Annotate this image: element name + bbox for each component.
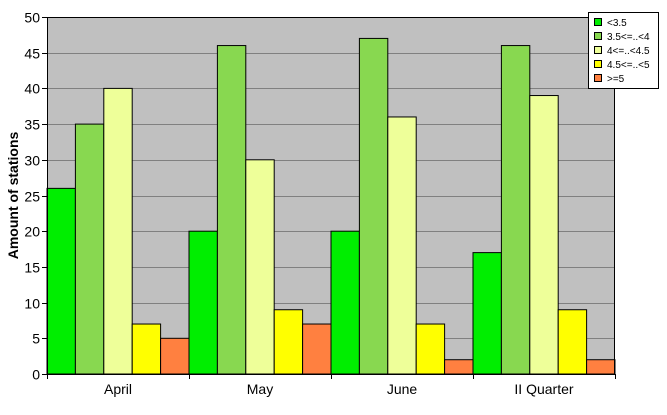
y-tick-label: 0 xyxy=(32,367,40,383)
bar xyxy=(273,309,304,375)
legend-label: 4<=..<4.5 xyxy=(607,46,650,57)
legend-label: <3.5 xyxy=(607,18,627,29)
x-tick-label: May xyxy=(247,381,273,397)
bar xyxy=(586,359,616,375)
y-tick-label: 40 xyxy=(24,81,40,97)
y-tick-label: 25 xyxy=(24,189,40,205)
bar xyxy=(358,37,389,375)
bar xyxy=(444,359,474,375)
y-tick-label: 5 xyxy=(32,331,40,347)
legend-swatch xyxy=(594,60,602,68)
x-axis-ticks: April May June II Quarter xyxy=(47,374,616,397)
bar xyxy=(330,230,360,375)
y-axis-title: Amount of stations xyxy=(5,132,21,260)
bar xyxy=(472,252,502,375)
bar xyxy=(500,45,531,375)
bar xyxy=(131,323,162,375)
y-tick-label: 50 xyxy=(24,10,40,26)
bar xyxy=(387,116,417,375)
bars xyxy=(46,37,616,375)
bar xyxy=(160,337,190,375)
bar xyxy=(415,323,446,375)
legend-swatch xyxy=(594,74,602,82)
bar xyxy=(74,123,105,375)
x-tick-label: II Quarter xyxy=(514,381,573,397)
y-tick-label: 45 xyxy=(24,46,40,62)
legend-swatch xyxy=(594,18,602,26)
x-tick-label: June xyxy=(387,381,418,397)
bar xyxy=(188,230,218,375)
legend-swatch xyxy=(594,32,602,40)
bar xyxy=(245,159,275,375)
bar xyxy=(103,87,133,375)
bar xyxy=(529,95,559,375)
y-tick-label: 30 xyxy=(24,153,40,169)
bar xyxy=(216,45,247,375)
legend-label: 4.5<=..<5 xyxy=(607,60,650,71)
x-tick-label: April xyxy=(104,381,132,397)
legend: <3.5 3.5<=..<4 4<=..<4.5 4.5<=..<5 >=5 xyxy=(588,12,659,89)
bar xyxy=(302,323,332,375)
y-tick-label: 10 xyxy=(24,296,40,312)
legend-swatch xyxy=(594,46,602,54)
bar xyxy=(557,309,588,375)
y-tick-label: 15 xyxy=(24,260,40,276)
legend-label: 3.5<=..<4 xyxy=(607,32,650,43)
y-tick-label: 35 xyxy=(24,117,40,133)
bar xyxy=(46,187,76,375)
y-axis-ticks: 0 5 10 15 20 25 30 35 40 45 50 xyxy=(24,10,47,383)
y-tick-label: 20 xyxy=(24,224,40,240)
legend-label: >=5 xyxy=(607,74,625,85)
